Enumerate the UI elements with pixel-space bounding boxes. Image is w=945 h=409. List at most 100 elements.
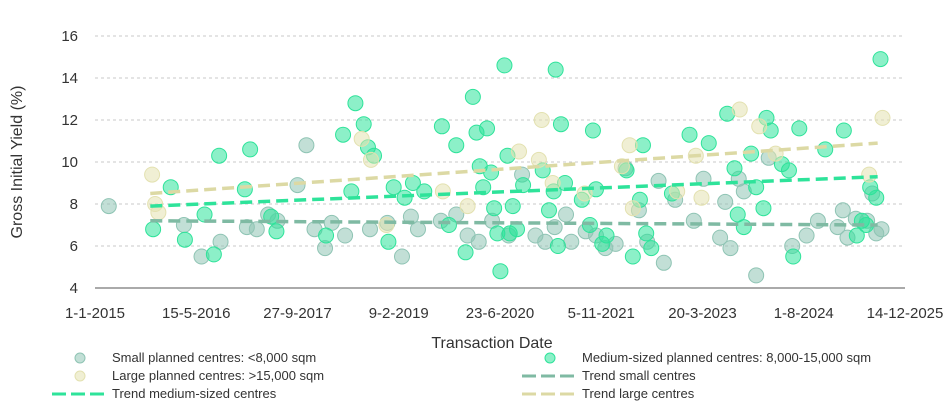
data-point [464, 88, 481, 105]
data-point [717, 193, 734, 210]
data-point [722, 240, 739, 257]
data-point [731, 101, 748, 118]
data-point [363, 151, 380, 168]
data-point [549, 238, 566, 254]
data-point [355, 116, 372, 133]
data-point [402, 208, 419, 225]
data-point [735, 219, 752, 236]
data-point [470, 233, 487, 250]
x-tick-label: 20-3-2023 [668, 305, 736, 322]
data-point [624, 200, 641, 217]
trend-line [150, 141, 878, 196]
y-tick-label: 10 [61, 154, 78, 171]
data-point [598, 227, 615, 244]
data-point [211, 147, 228, 164]
data-point [440, 217, 457, 233]
trend-line [150, 174, 878, 208]
legend-item: Large planned centres: >15,000 sqm [74, 368, 324, 383]
x-tick-labels: 1-1-2015 15-5-2016 27-9-2017 9-2-2019 23-6-2… [65, 305, 943, 322]
data-point [475, 179, 492, 196]
data-point [817, 141, 834, 158]
data-point [361, 221, 378, 238]
data-point [434, 183, 451, 200]
x-tick-label: 9-2-2019 [369, 305, 429, 322]
trend-line [150, 219, 878, 227]
legend-label: Trend small centres [582, 368, 696, 383]
data-point [755, 200, 772, 217]
data-point [584, 122, 601, 139]
data-point [100, 198, 117, 215]
y-tick-label: 6 [70, 238, 78, 255]
data-point [212, 233, 229, 250]
x-tick-label: 14-12-2025 [867, 305, 944, 322]
data-point [726, 160, 743, 177]
data-point [655, 254, 672, 271]
data-point [785, 248, 802, 265]
data-point [176, 231, 193, 248]
legend-item: Trend medium-sized centres [52, 386, 277, 401]
data-point [798, 227, 815, 244]
data-point [547, 61, 564, 78]
legend-item: Trend large centres [522, 386, 695, 401]
data-point [457, 244, 474, 261]
data-point [834, 202, 851, 219]
data-point [459, 198, 476, 215]
data-point [337, 227, 354, 244]
data-point [378, 217, 395, 233]
data-point [492, 263, 509, 280]
y-axis-title: Gross Initial Yield (%) [9, 86, 26, 239]
data-point [396, 189, 413, 206]
data-point [712, 229, 729, 246]
y-tick-label: 4 [70, 280, 78, 297]
x-tick-label: 23-6-2020 [466, 305, 534, 322]
data-point [780, 162, 797, 179]
legend-marker [74, 370, 86, 382]
data-point [393, 248, 410, 265]
data-point [483, 164, 500, 181]
data-point [496, 57, 513, 74]
legend-marker [74, 352, 86, 364]
data-point [511, 143, 528, 160]
legend: Small planned centres: <8,000 sqm Medium-… [52, 350, 871, 401]
x-tick-label: 15-5-2016 [162, 305, 230, 322]
data-point [874, 109, 891, 126]
data-point [205, 246, 222, 263]
y-tick-label: 12 [61, 112, 78, 129]
legend-label: Small planned centres: <8,000 sqm [112, 350, 316, 365]
data-point [872, 51, 889, 68]
data-point [318, 227, 335, 244]
data-point [479, 120, 496, 137]
data-point [634, 137, 651, 154]
data-point [533, 112, 550, 128]
data-point [145, 221, 162, 238]
data-point [873, 221, 890, 238]
data-point [563, 233, 580, 250]
data-point [681, 126, 698, 143]
data-point [335, 126, 352, 143]
data-point [700, 135, 717, 152]
data-point [515, 177, 532, 194]
data-point [693, 189, 710, 206]
data-point [353, 130, 370, 147]
data-point [268, 223, 285, 240]
data-point [433, 118, 450, 135]
x-tick-label: 1-8-2024 [774, 305, 834, 322]
y-tick-labels: 4 6 8 10 12 14 16 [61, 28, 78, 297]
data-point [380, 233, 397, 250]
legend-label: Large planned centres: >15,000 sqm [112, 368, 324, 383]
data-point [685, 212, 702, 229]
x-axis-title: Transaction Date [431, 335, 552, 352]
data-point [347, 95, 364, 112]
data-point [861, 166, 878, 183]
legend-label: Medium-sized planned centres: 8,000-15,0… [582, 350, 871, 365]
data-point [298, 137, 315, 154]
data-point [638, 225, 655, 242]
data-point [289, 177, 306, 194]
data-point [558, 206, 575, 223]
y-tick-label: 16 [61, 28, 78, 45]
data-point [621, 137, 638, 154]
trend-lines [150, 141, 878, 227]
legend-label: Trend medium-sized centres [112, 386, 277, 401]
data-point [868, 189, 885, 206]
